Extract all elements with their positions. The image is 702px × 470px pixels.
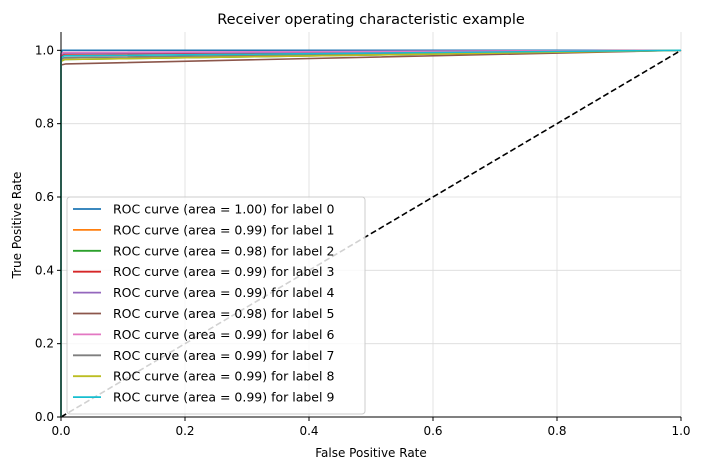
x-tick-label-3: 0.6 — [423, 424, 442, 438]
y-tick-label-1: 0.2 — [35, 337, 54, 351]
y-tick-label-4: 0.8 — [35, 117, 54, 131]
legend-label-9: ROC curve (area = 0.99) for label 9 — [113, 390, 334, 405]
legend-label-7: ROC curve (area = 0.99) for label 7 — [113, 348, 334, 363]
x-tick-label-4: 0.8 — [547, 424, 566, 438]
y-tick-label-0: 0.0 — [35, 410, 54, 424]
chart-title: Receiver operating characteristic exampl… — [217, 12, 525, 28]
legend-label-2: ROC curve (area = 0.98) for label 2 — [113, 243, 334, 258]
legend-label-0: ROC curve (area = 1.00) for label 0 — [113, 202, 334, 217]
legend-label-4: ROC curve (area = 0.99) for label 4 — [113, 285, 334, 300]
legend-label-6: ROC curve (area = 0.99) for label 6 — [113, 327, 334, 342]
x-tick-label-5: 1.0 — [671, 424, 690, 438]
legend-box — [66, 196, 366, 415]
x-tick-label-0: 0.0 — [51, 424, 70, 438]
x-tick-label-1: 0.2 — [175, 424, 194, 438]
x-axis-label: False Positive Rate — [315, 446, 427, 460]
y-tick-label-2: 0.4 — [35, 263, 54, 277]
y-tick-label-5: 1.0 — [35, 43, 54, 57]
legend-label-5: ROC curve (area = 0.98) for label 5 — [113, 306, 334, 321]
x-tick-label-2: 0.4 — [299, 424, 318, 438]
y-axis-label: True Positive Rate — [10, 172, 24, 280]
legend-label-3: ROC curve (area = 0.99) for label 3 — [113, 264, 334, 279]
axes — [60, 32, 681, 418]
legend-label-1: ROC curve (area = 0.99) for label 1 — [113, 222, 334, 237]
y-ticks: 0.0 0.2 0.4 0.6 0.8 1.0 — [35, 43, 61, 424]
y-tick-label-3: 0.6 — [35, 190, 54, 204]
legend: ROC curve (area = 1.00) for label 0 ROC c… — [66, 196, 366, 415]
x-ticks: 0.0 0.2 0.4 0.6 0.8 1.0 — [51, 417, 691, 438]
legend-label-8: ROC curve (area = 0.99) for label 8 — [113, 369, 334, 384]
